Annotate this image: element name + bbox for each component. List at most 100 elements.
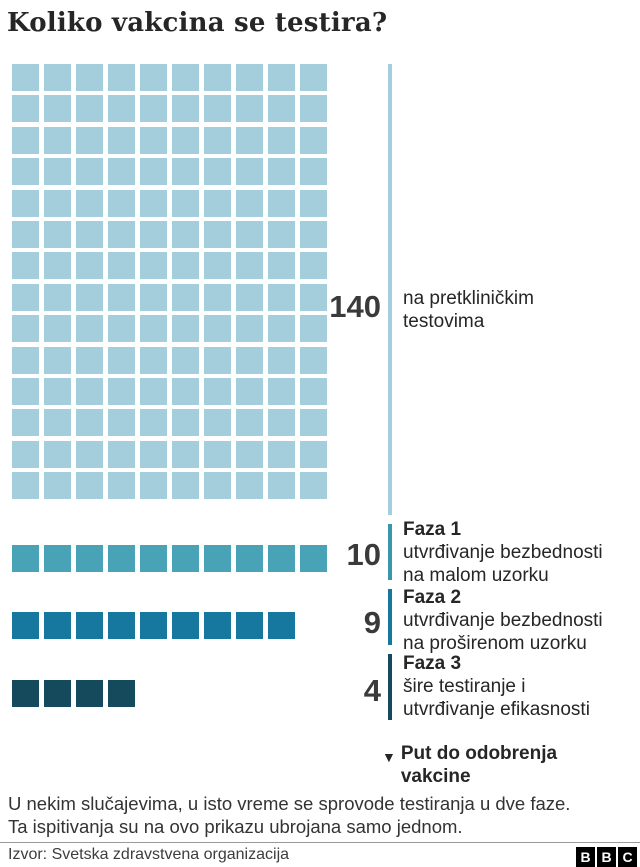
waffle-square <box>236 545 263 572</box>
waffle-square <box>204 158 231 186</box>
waffle-square <box>108 346 135 374</box>
waffle-row-phase-3 <box>12 680 135 707</box>
waffle-square <box>44 545 71 572</box>
waffle-square <box>76 283 103 311</box>
bbc-logo-letter-b2: B <box>597 847 616 867</box>
waffle-square <box>204 315 231 343</box>
waffle-square <box>300 472 327 500</box>
waffle-square <box>76 377 103 405</box>
waffle-square <box>140 346 167 374</box>
waffle-square <box>236 440 263 468</box>
waffle-square <box>44 220 71 248</box>
waffle-square <box>44 472 71 500</box>
waffle-square <box>44 346 71 374</box>
waffle-square <box>108 220 135 248</box>
waffle-square <box>76 95 103 123</box>
waffle-square <box>108 409 135 437</box>
footnote-line1: U nekim slučajevima, u isto vreme se spr… <box>8 793 571 814</box>
waffle-square <box>140 315 167 343</box>
waffle-square <box>12 220 39 248</box>
waffle-square <box>204 440 231 468</box>
waffle-square <box>204 220 231 248</box>
waffle-square <box>236 612 263 639</box>
waffle-square <box>108 440 135 468</box>
waffle-square <box>236 409 263 437</box>
phase-2-desc-line2: na proširenom uzorku <box>403 633 587 654</box>
waffle-square <box>76 64 103 91</box>
waffle-square <box>236 64 263 91</box>
waffle-square <box>140 472 167 500</box>
waffle-square <box>44 252 71 280</box>
count-preclinical: 140 <box>329 289 381 324</box>
waffle-square <box>44 680 71 707</box>
waffle-square <box>76 472 103 500</box>
waffle-square <box>12 472 39 500</box>
waffle-square <box>300 409 327 437</box>
waffle-square <box>300 283 327 311</box>
waffle-square <box>108 612 135 639</box>
waffle-square <box>108 283 135 311</box>
waffle-square <box>44 189 71 217</box>
waffle-square <box>12 612 39 639</box>
waffle-square <box>108 95 135 123</box>
waffle-square <box>268 252 295 280</box>
section-line-preclinical <box>388 64 392 515</box>
waffle-square <box>300 95 327 123</box>
bbc-logo-letter-c: C <box>618 847 637 867</box>
waffle-square <box>236 283 263 311</box>
bbc-logo: B B C <box>576 847 637 867</box>
waffle-square <box>268 377 295 405</box>
down-triangle-icon: ▼ <box>382 749 396 765</box>
count-phase-2: 9 <box>363 605 381 640</box>
waffle-square <box>204 126 231 154</box>
waffle-square <box>236 472 263 500</box>
phase-2-name: Faza 2 <box>403 587 462 608</box>
waffle-square <box>12 95 39 123</box>
waffle-square <box>76 126 103 154</box>
waffle-square <box>204 377 231 405</box>
waffle-square <box>172 377 199 405</box>
waffle-square <box>300 220 327 248</box>
waffle-square <box>108 252 135 280</box>
waffle-square <box>268 283 295 311</box>
waffle-square <box>76 158 103 186</box>
waffle-square <box>12 283 39 311</box>
waffle-square <box>300 545 327 572</box>
waffle-square <box>300 126 327 154</box>
waffle-square <box>300 377 327 405</box>
waffle-square <box>44 409 71 437</box>
waffle-square <box>76 252 103 280</box>
waffle-square <box>140 158 167 186</box>
waffle-square <box>268 126 295 154</box>
waffle-square <box>268 472 295 500</box>
waffle-square <box>172 472 199 500</box>
waffle-square <box>172 64 199 91</box>
waffle-square <box>300 315 327 343</box>
approval-path-text: Put do odobrenja vakcine <box>401 742 557 788</box>
page-title: Koliko vakcina se testira? <box>7 8 388 38</box>
waffle-square <box>172 440 199 468</box>
waffle-square <box>140 126 167 154</box>
waffle-square <box>268 220 295 248</box>
waffle-square <box>44 315 71 343</box>
waffle-square <box>108 158 135 186</box>
waffle-square <box>140 220 167 248</box>
waffle-square <box>300 346 327 374</box>
waffle-square <box>204 283 231 311</box>
waffle-square <box>172 126 199 154</box>
waffle-square <box>12 315 39 343</box>
waffle-square <box>108 680 135 707</box>
waffle-square <box>268 315 295 343</box>
waffle-square <box>236 189 263 217</box>
label-preclinical-line1: na pretkliničkim <box>403 288 534 309</box>
label-phase-2: Faza 2 utvrđivanje bezbednosti na prošir… <box>403 586 603 655</box>
waffle-square <box>140 95 167 123</box>
waffle-square <box>12 545 39 572</box>
waffle-square <box>76 220 103 248</box>
label-preclinical-line2: testovima <box>403 311 485 332</box>
waffle-square <box>172 315 199 343</box>
waffle-square <box>12 189 39 217</box>
waffle-square <box>236 252 263 280</box>
count-phase-3: 4 <box>363 673 381 708</box>
waffle-grid-preclinical <box>12 64 327 500</box>
